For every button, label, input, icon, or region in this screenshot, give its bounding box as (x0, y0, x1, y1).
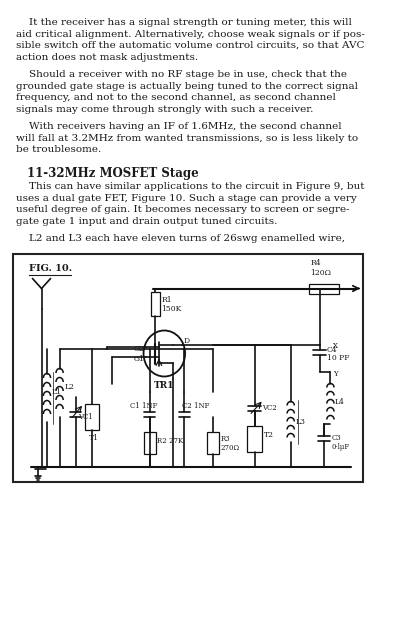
Text: L1: L1 (52, 387, 61, 396)
Text: uses a dual gate FET, Figure 10. Such a stage can provide a very: uses a dual gate FET, Figure 10. Such a … (16, 193, 357, 202)
Text: 11-32MHz MOSFET Stage: 11-32MHz MOSFET Stage (27, 166, 199, 179)
Text: L3: L3 (295, 417, 305, 426)
Text: C1 1NF: C1 1NF (130, 401, 157, 410)
Bar (85, 403, 99, 429)
Text: aid critical alignment. Alternatively, choose weak signals or if pos-: aid critical alignment. Alternatively, c… (16, 29, 365, 38)
Bar (248, 426, 262, 451)
Bar (207, 431, 219, 454)
Text: Y: Y (333, 369, 338, 378)
Text: C3
0·lμF: C3 0·lμF (331, 433, 349, 451)
Text: grounded gate stage is actually being tuned to the correct signal: grounded gate stage is actually being tu… (16, 81, 358, 90)
Text: With receivers having an IF of 1.6MHz, the second channel: With receivers having an IF of 1.6MHz, t… (16, 122, 342, 131)
Text: gate gate 1 input and drain output tuned circuits.: gate gate 1 input and drain output tuned… (16, 216, 277, 225)
Text: X: X (333, 342, 338, 349)
Text: frequency, and not to the second channel, as second channel: frequency, and not to the second channel… (16, 93, 336, 102)
Text: L2: L2 (64, 383, 74, 390)
Text: This can have similar applications to the circuit in Figure 9, but: This can have similar applications to th… (16, 182, 365, 191)
Bar (12, 253, 363, 481)
Circle shape (144, 330, 185, 376)
Text: T1: T1 (89, 433, 99, 442)
Text: action does not mask adjustments.: action does not mask adjustments. (16, 52, 198, 61)
Text: sible switch off the automatic volume control circuits, so that AVC: sible switch off the automatic volume co… (16, 41, 365, 50)
Text: 10 PF: 10 PF (327, 353, 349, 362)
Text: R2 27K: R2 27K (157, 436, 183, 445)
Text: G2: G2 (134, 344, 144, 353)
Text: VC1: VC1 (79, 413, 93, 420)
Text: R1
150K: R1 150K (161, 296, 182, 313)
Bar (151, 291, 160, 316)
Text: G1: G1 (134, 355, 144, 362)
Text: TR1: TR1 (154, 381, 175, 390)
Text: FIG. 10.: FIG. 10. (29, 264, 72, 273)
Text: R3
270Ω: R3 270Ω (220, 435, 240, 452)
Text: signals may come through strongly with such a receiver.: signals may come through strongly with s… (16, 104, 314, 113)
Text: L2 and L3 each have eleven turns of 26swg enamelled wire,: L2 and L3 each have eleven turns of 26sw… (16, 234, 345, 243)
Text: will fall at 3.2MHz from wanted transmissions, so is less likely to: will fall at 3.2MHz from wanted transmis… (16, 134, 358, 143)
Text: D: D (183, 337, 189, 344)
Text: It the receiver has a signal strength or tuning meter, this will: It the receiver has a signal strength or… (16, 18, 352, 27)
Bar (309, 284, 339, 294)
Text: C4: C4 (327, 346, 337, 353)
Bar (144, 431, 156, 454)
Text: T2: T2 (264, 431, 274, 438)
Text: L4: L4 (335, 397, 345, 406)
Text: VC2: VC2 (262, 403, 277, 412)
Text: C2 1NF: C2 1NF (182, 401, 210, 410)
Text: useful degree of gain. It becomes necessary to screen or segre-: useful degree of gain. It becomes necess… (16, 205, 350, 214)
Text: be troublesome.: be troublesome. (16, 145, 102, 154)
Text: Should a receiver with no RF stage be in use, check that the: Should a receiver with no RF stage be in… (16, 70, 347, 79)
Text: R4
120Ω: R4 120Ω (311, 259, 332, 276)
